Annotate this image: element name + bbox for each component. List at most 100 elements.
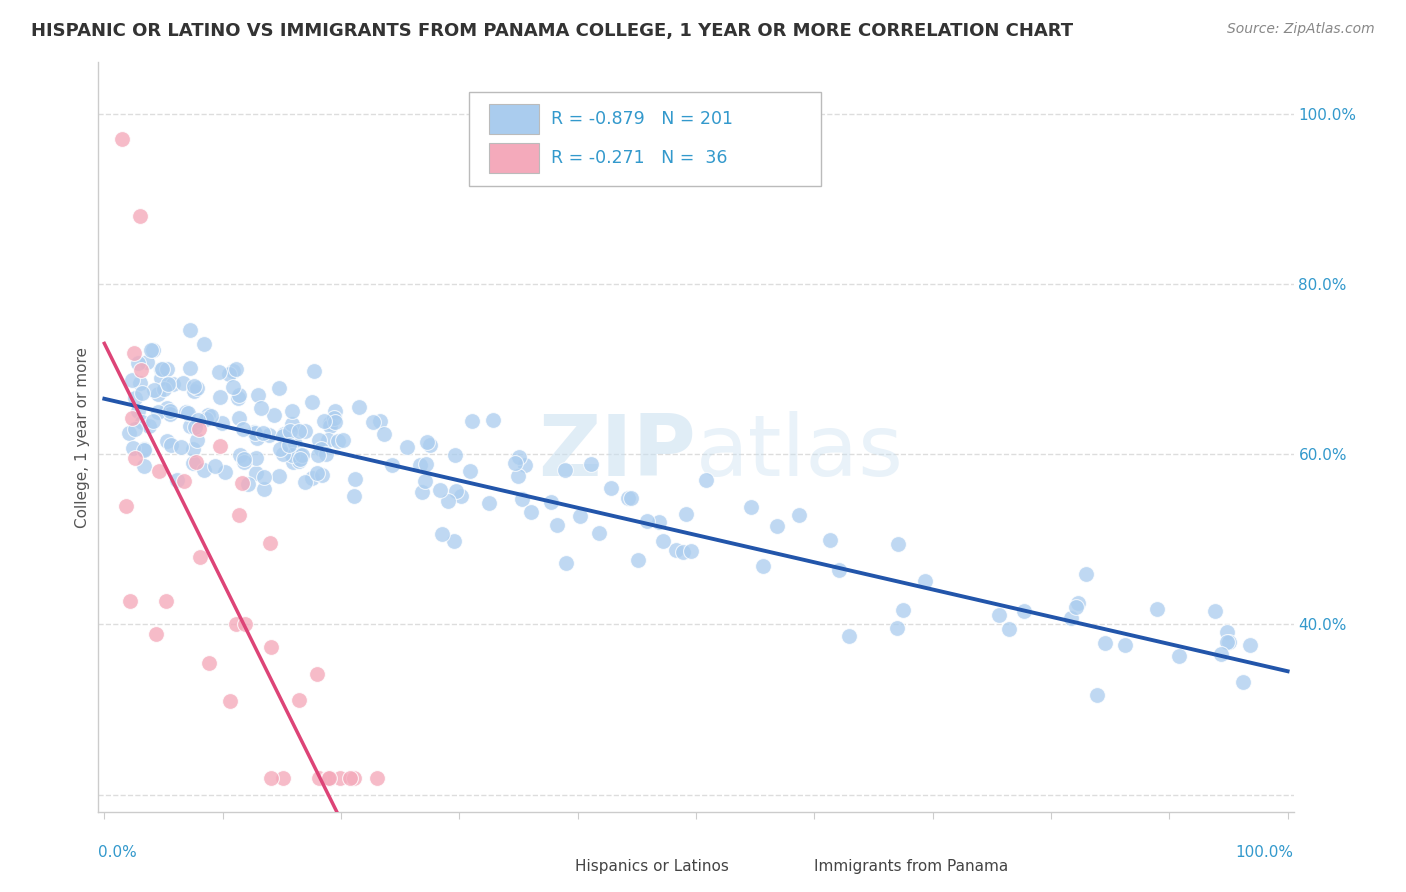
Point [343,771,366,785]
Point [443,533,465,548]
Point [672,545,695,559]
Point [305,667,328,681]
Point [124,346,146,360]
Point [1204,603,1226,617]
Point [184,455,207,469]
Point [752,558,775,573]
Point [1215,635,1237,649]
Point [166,473,188,487]
Point [197,656,219,670]
Text: 100.0%: 100.0% [1236,846,1294,861]
Point [129,376,152,391]
Point [1216,625,1239,640]
Text: 0.0%: 0.0% [98,846,138,861]
Bar [489,103,540,134]
Point [620,491,643,505]
Point [236,476,259,491]
Point [281,455,304,469]
Point [302,364,325,378]
Point [308,433,330,447]
Point [349,401,371,415]
Point [277,438,299,452]
FancyBboxPatch shape [470,93,821,186]
Point [288,451,311,466]
Point [600,481,623,495]
Point [245,466,267,480]
Point [129,362,152,376]
Point [232,422,254,436]
Text: Immigrants from Panama: Immigrants from Panama [814,859,1008,874]
Point [281,449,304,463]
Point [307,448,329,462]
Point [460,414,482,428]
Point [311,442,333,457]
Point [259,536,281,550]
Point [281,417,304,432]
Point [229,448,252,462]
Point [1014,604,1036,618]
Point [554,556,576,570]
Point [1146,602,1168,616]
Point [232,451,254,466]
Point [1114,638,1136,652]
Point [626,553,648,567]
Point [288,454,311,468]
Point [115,499,138,513]
Point [159,404,181,418]
Point [233,616,256,631]
Point [458,464,481,478]
Point [187,413,209,427]
Point [214,465,236,479]
Point [252,470,274,484]
Point [366,771,388,785]
Text: R = -0.271   N =  36: R = -0.271 N = 36 [551,149,728,167]
Point [987,607,1010,622]
Point [1085,688,1108,702]
Point [271,771,294,785]
Point [288,424,311,438]
Point [695,473,717,487]
Point [124,450,146,465]
Point [415,475,437,489]
Point [273,447,295,461]
Point [288,448,311,462]
Point [127,356,149,370]
Point [228,410,250,425]
Point [368,414,391,428]
Point [1218,634,1240,648]
Point [267,381,290,395]
Point [156,361,179,376]
Point [294,425,316,439]
Point [828,562,851,576]
Point [515,458,537,472]
Point [122,442,145,456]
Point [301,395,323,409]
Point [179,323,201,337]
Point [162,377,184,392]
Point [648,516,671,530]
Point [170,440,193,454]
Point [233,455,256,469]
Point [328,434,350,448]
Point [520,504,543,518]
Point [554,463,576,477]
Point [222,380,245,394]
Point [787,508,810,522]
Point [1076,567,1098,582]
Point [153,382,176,396]
Point [246,431,269,445]
Point [271,429,294,443]
Point [1168,649,1191,664]
Point [257,428,280,442]
Point [156,376,179,391]
Point [381,458,404,472]
Point [373,427,395,442]
Point [146,386,169,401]
Point [818,533,841,547]
Point [145,627,167,641]
Point [186,434,208,448]
Text: HISPANIC OR LATINO VS IMMIGRANTS FROM PANAMA COLLEGE, 1 YEAR OR MORE CORRELATION: HISPANIC OR LATINO VS IMMIGRANTS FROM PA… [31,22,1073,40]
Point [197,409,219,423]
Point [318,771,340,785]
Point [636,514,658,528]
